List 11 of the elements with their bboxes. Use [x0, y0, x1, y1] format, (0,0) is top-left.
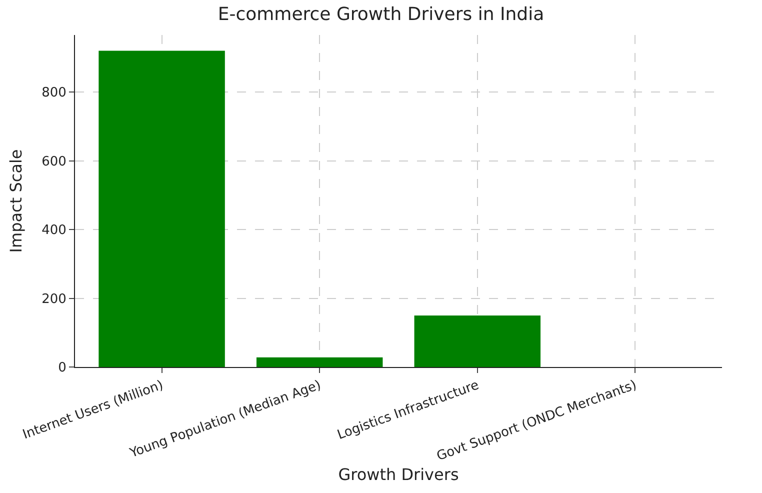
y-axis-title: Impact Scale [6, 149, 26, 253]
bar [256, 357, 383, 367]
y-tick-label: 200 [42, 292, 66, 307]
bar [98, 50, 225, 367]
y-tick-label: 800 [42, 86, 66, 101]
bar [414, 315, 541, 367]
x-axis-title: Growth Drivers [338, 465, 459, 484]
y-tick-label: 400 [42, 223, 66, 238]
y-tick-label: 0 [58, 360, 66, 376]
y-tick-label: 600 [42, 154, 66, 170]
chart-title: E-commerce Growth Drivers in India [218, 4, 544, 25]
